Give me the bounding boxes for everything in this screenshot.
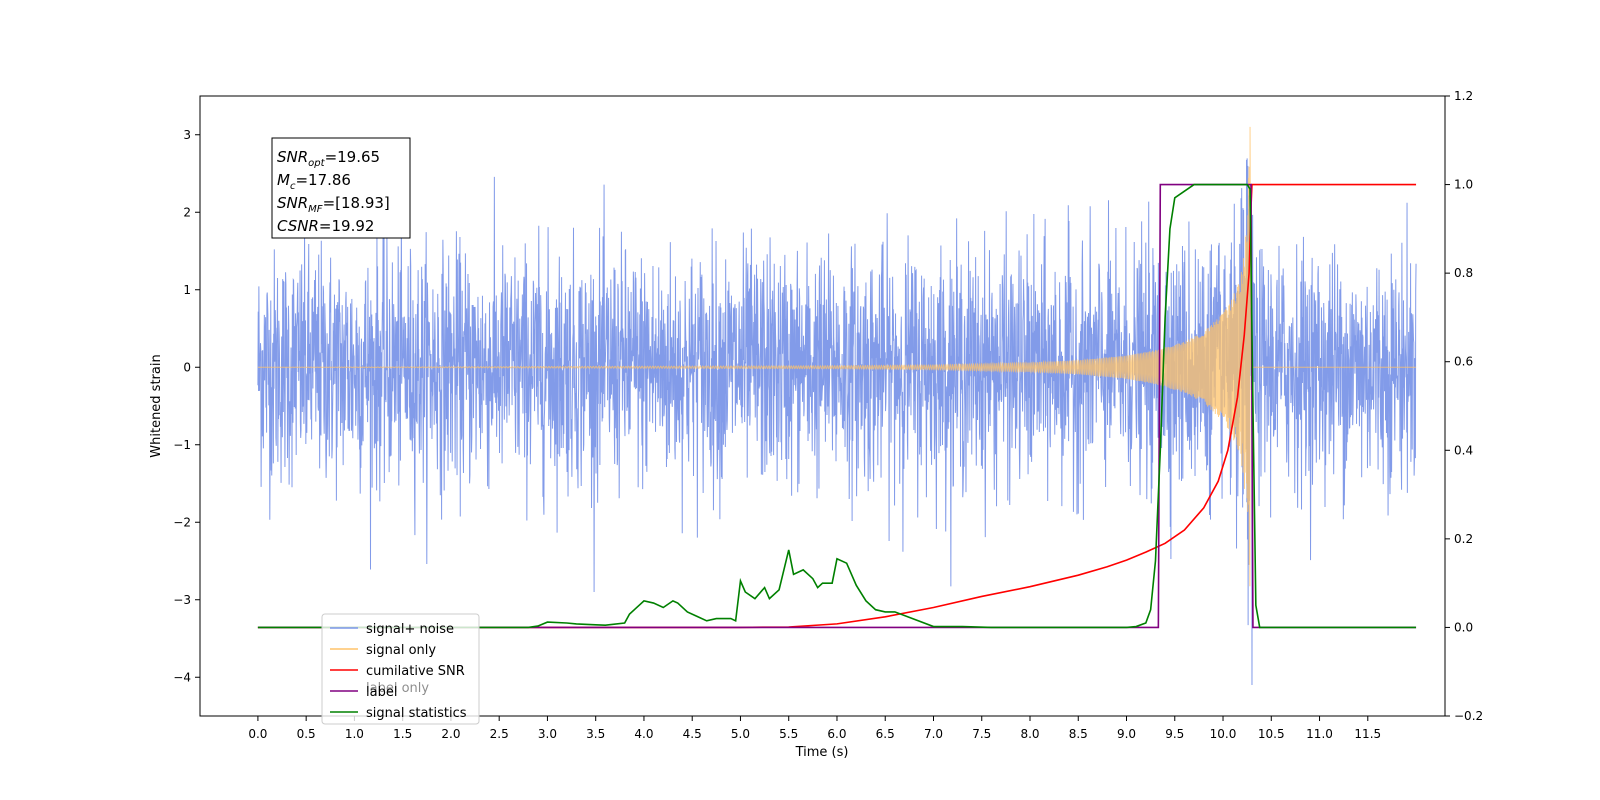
y-axis-left: 3 2 1 0 −1 −2 −3 −4 <box>173 128 200 684</box>
snr-annotation-box: SNRopt=19.65Mc=17.86SNRMF=[18.93]CSNR=19… <box>271 137 411 239</box>
y-right-tick-label: 1.0 <box>1454 178 1473 192</box>
x-axis: 0.0 0.5 1.0 1.5 2.0 2.5 3.0 3.5 4.0 4.5 5.0 5.5 6.0 6… <box>248 716 1381 741</box>
x-tick-label: 2.0 <box>441 727 460 741</box>
y-right-tick-label: 1.2 <box>1454 89 1473 103</box>
legend-hidden-text: label only <box>366 681 429 696</box>
x-tick-label: 5.5 <box>779 727 798 741</box>
annotation-line: SNRopt=19.65 <box>277 148 380 169</box>
series-layer <box>257 126 1417 686</box>
legend-frame <box>321 613 480 725</box>
x-tick-label: 11.5 <box>1354 727 1381 741</box>
annotation-symbol: SNR <box>277 194 308 212</box>
y-right-tick-label: 0.2 <box>1454 532 1473 546</box>
y-left-tick-label: −3 <box>173 593 191 607</box>
x-tick-label: 8.0 <box>1020 727 1039 741</box>
legend-label: signal only <box>366 643 436 658</box>
legend-label: label <box>366 685 397 700</box>
legend-entries: signal+ noise signal only cumilative SNR la… <box>330 622 467 721</box>
y-right-tick-label: 0.6 <box>1454 355 1473 369</box>
y-left-tick-label: 1 <box>183 283 191 297</box>
annotation-line: Mc=17.86 <box>277 171 351 192</box>
y-left-tick-label: −1 <box>173 438 191 452</box>
x-tick-label: 6.5 <box>876 727 895 741</box>
annotation-symbol: CSNR <box>277 217 319 235</box>
y-right-tick-label: 0.0 <box>1454 620 1473 634</box>
annotation-subscript: opt <box>308 158 325 169</box>
x-tick-label: 11.0 <box>1306 727 1333 741</box>
legend-label: signal+ noise <box>366 622 454 637</box>
legend-label: cumilative SNR <box>366 664 465 679</box>
legend: label only signal+ noise signal only cumil… <box>321 613 480 725</box>
legend-label: signal statistics <box>366 706 467 721</box>
x-tick-label: 0.5 <box>297 727 316 741</box>
y-left-tick-label: 3 <box>183 128 191 142</box>
x-tick-label: 0.0 <box>248 727 267 741</box>
y-left-tick-label: 2 <box>183 205 191 219</box>
annotation-value: =19.65 <box>325 148 381 166</box>
x-tick-label: 9.5 <box>1165 727 1184 741</box>
y-left-tick-label: −4 <box>173 670 191 684</box>
x-tick-label: 5.0 <box>731 727 750 741</box>
x-tick-label: 6.0 <box>827 727 846 741</box>
y-right-tick-label: 0.4 <box>1454 443 1473 457</box>
x-tick-label: 8.5 <box>1069 727 1088 741</box>
y-axis-right: 1.2 1.0 0.8 0.6 0.4 0.2 0.0 −0.2 <box>1445 89 1483 723</box>
annotation-subscript: MF <box>308 204 323 215</box>
annotation-symbol: M <box>277 171 290 189</box>
x-tick-label: 4.5 <box>683 727 702 741</box>
x-tick-label: 2.5 <box>490 727 509 741</box>
x-tick-label: 1.5 <box>393 727 412 741</box>
x-tick-label: 4.0 <box>634 727 653 741</box>
annotation-line: CSNR=19.92 <box>277 217 374 235</box>
annotation-line: SNRMF=[18.93] <box>277 194 390 215</box>
x-tick-label: 1.0 <box>345 727 364 741</box>
annotation-value: =17.86 <box>295 171 351 189</box>
x-tick-label: 10.0 <box>1210 727 1237 741</box>
annotation-value: =[18.93] <box>323 194 390 212</box>
x-tick-label: 3.0 <box>538 727 557 741</box>
plot-frame <box>199 95 1446 717</box>
y-left-tick-label: −2 <box>173 515 191 529</box>
y-left-tick-label: 0 <box>183 360 191 374</box>
y-right-tick-label: 0.8 <box>1454 266 1473 280</box>
annotation-frame <box>271 137 411 239</box>
x-tick-label: 9.0 <box>1117 727 1136 741</box>
series-signal-only <box>257 126 1417 587</box>
annotation-lines: SNRopt=19.65Mc=17.86SNRMF=[18.93]CSNR=19… <box>277 148 390 235</box>
x-axis-label: Time (s) <box>795 745 849 760</box>
x-tick-label: 7.0 <box>924 727 943 741</box>
annotation-subscript: c <box>290 181 296 192</box>
y-right-tick-label: −0.2 <box>1454 709 1483 723</box>
x-tick-label: 7.5 <box>972 727 991 741</box>
series-cumilative-snr <box>257 183 1417 629</box>
series-signal-statistics <box>257 183 1417 629</box>
y-axis-label: Whitened strain <box>149 354 164 457</box>
x-tick-label: 3.5 <box>586 727 605 741</box>
x-tick-label: 10.5 <box>1258 727 1285 741</box>
annotation-value: =19.92 <box>319 217 375 235</box>
annotation-symbol: SNR <box>277 148 308 166</box>
